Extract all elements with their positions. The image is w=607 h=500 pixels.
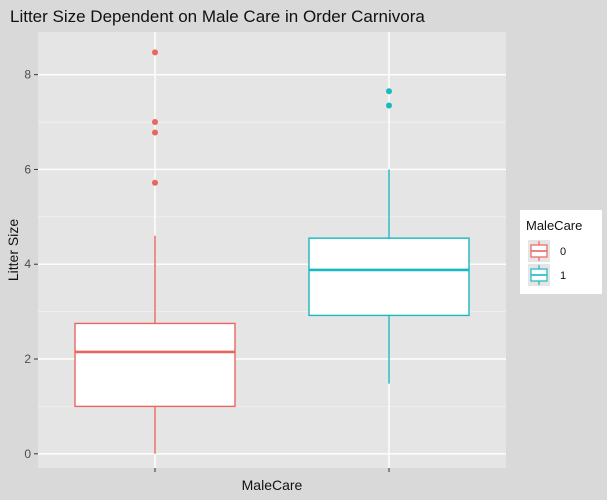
legend-key-1 <box>528 264 550 286</box>
y-axis-ticks: 0 2 4 6 8 <box>24 68 38 461</box>
y-tick-label: 6 <box>24 162 31 176</box>
outlier-point <box>386 88 392 95</box>
outlier-point <box>152 119 158 126</box>
box-plots <box>74 49 470 472</box>
y-axis-label: Litter Size <box>5 219 21 281</box>
box-iqr <box>308 237 470 317</box>
chart-title: Litter Size Dependent on Male Care in Or… <box>10 7 425 26</box>
box-iqr <box>74 322 236 408</box>
legend-title: MaleCare <box>526 218 582 233</box>
box-group-0 <box>74 49 236 454</box>
legend: MaleCare 0 1 <box>520 210 602 294</box>
y-tick-label: 8 <box>24 68 31 82</box>
y-tick-label: 4 <box>24 257 31 271</box>
outlier-point <box>152 129 158 136</box>
y-tick-label: 2 <box>24 352 31 366</box>
outlier-point <box>152 179 158 186</box>
box-group-1 <box>308 88 470 384</box>
legend-label: 1 <box>560 270 566 282</box>
outlier-point <box>152 49 158 56</box>
legend-key-0 <box>528 240 550 262</box>
x-axis-label: MaleCare <box>242 477 303 493</box>
outlier-point <box>386 102 392 109</box>
y-tick-label: 0 <box>24 447 31 461</box>
legend-label: 0 <box>560 246 566 258</box>
